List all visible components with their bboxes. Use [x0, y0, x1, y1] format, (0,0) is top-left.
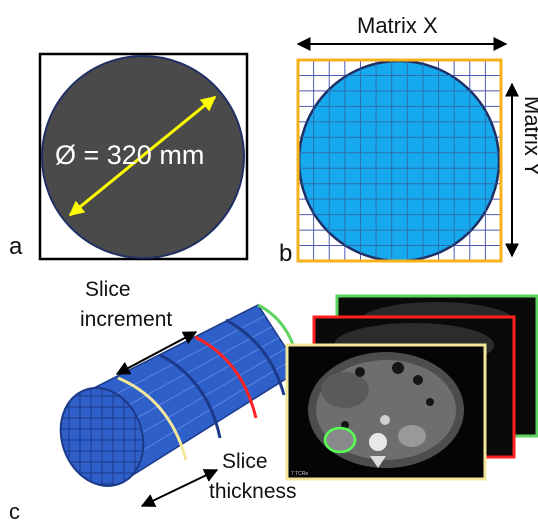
ct-bowel-gas-3 [413, 375, 423, 385]
ct-slice-stack: 7 TCRe [285, 294, 538, 481]
ct-bowel-gas-4 [426, 398, 434, 406]
slice-thickness-arrow [140, 469, 219, 507]
ct-kidney-segmented [323, 426, 357, 454]
matrix-frame [296, 58, 503, 263]
ct-kidney-left [398, 425, 426, 447]
matrix-y-label: Matrix Y [520, 96, 538, 177]
slice-ring-2 [225, 318, 286, 396]
panel-a: Ø = 320 mm a [9, 52, 249, 261]
ct-spinous-process [370, 456, 386, 468]
panel-b: Matrix X Matrix Y b [279, 13, 538, 267]
ct-caption: 7 TCRe [291, 471, 308, 477]
ct-aorta [380, 415, 390, 425]
ct-image [308, 352, 464, 468]
diameter-label: Ø = 320 mm [55, 140, 204, 170]
ct-bowel-gas-2 [392, 362, 404, 374]
ct-liver [321, 372, 369, 408]
panel-b-letter: b [279, 240, 292, 267]
slice-increment-label-line2: increment [80, 308, 172, 331]
panel-a-letter: a [9, 233, 23, 260]
diameter-arrow [68, 95, 217, 217]
cylinder-grid-line [117, 358, 294, 467]
panel-c: 7 TCRe Slice increment Slice thickness c [9, 278, 538, 522]
ct-vertebra [369, 433, 387, 451]
ct-bowel-gas-1 [355, 367, 365, 377]
slice-thickness-label-line2: thickness [209, 480, 297, 503]
slice-increment-arrow [115, 331, 198, 375]
slice-increment-label-line1: Slice [85, 278, 131, 301]
slice-thickness-label-line1: Slice [222, 450, 268, 473]
panel-c-letter: c [9, 499, 20, 522]
slice-ring-red [194, 335, 258, 419]
matrix-x-label: Matrix X [357, 13, 438, 38]
slice-ring-yellow [117, 376, 188, 461]
